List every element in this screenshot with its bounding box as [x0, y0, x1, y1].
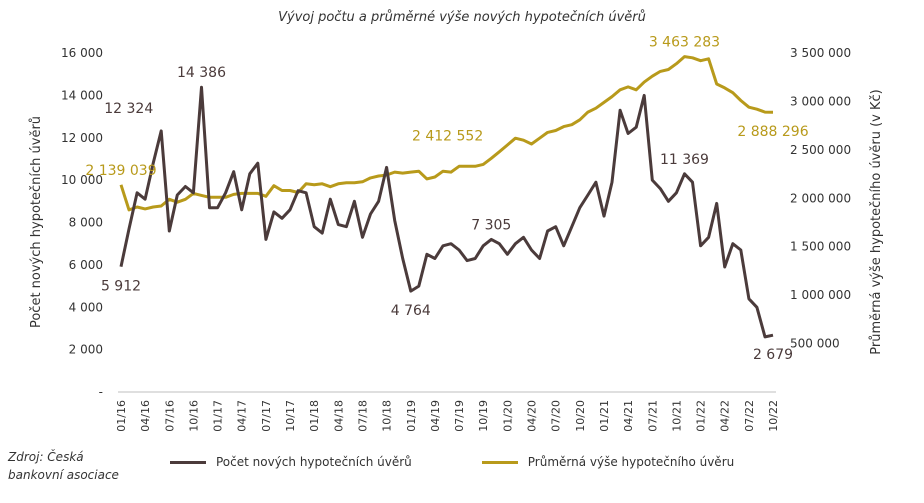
x-tick-label: 01/21: [598, 400, 611, 432]
y-right-tick-label: 3 500 000: [790, 46, 851, 60]
y-left-tick-label: 2 000: [69, 343, 103, 357]
y-right-tick-label: 2 000 000: [790, 191, 851, 205]
data-label: 14 386: [177, 65, 226, 81]
x-tick-label: 04/16: [139, 400, 152, 432]
x-tick-label: 04/20: [526, 400, 539, 432]
x-tick-label: 07/18: [356, 400, 369, 432]
x-tick-label: 10/20: [574, 400, 587, 432]
legend-item-count: Počet nových hypotečních úvěrů: [170, 455, 412, 469]
data-label: 2 888 296: [737, 124, 808, 140]
data-label: 12 324: [104, 101, 153, 117]
y-left-tick-label: 14 000: [61, 88, 103, 102]
x-tick-label: 04/22: [719, 400, 732, 432]
y-left-tick-label: 16 000: [61, 46, 103, 60]
y-left-tick-label: 8 000: [69, 216, 103, 230]
x-tick-label: 10/17: [284, 400, 297, 432]
x-tick-label: 10/19: [477, 400, 490, 432]
x-tick-label: 01/22: [695, 400, 708, 432]
x-tick-label: 10/16: [187, 400, 200, 432]
data-label: 11 369: [660, 152, 709, 168]
data-label: 5 912: [101, 279, 141, 295]
legend-label-count: Počet nových hypotečních úvěrů: [216, 455, 412, 469]
source-note: Zdroj: Česká bankovní asociace: [8, 448, 119, 484]
data-label: 2 679: [753, 347, 793, 363]
y-axis-right-label: Průměrná výše hypotečního úvěru (v Kč): [869, 89, 884, 354]
data-label: 3 463 283: [649, 35, 720, 51]
x-tick-label: 07/19: [453, 400, 466, 432]
data-label: 4 764: [391, 303, 431, 319]
x-tick-label: 04/19: [429, 400, 442, 432]
x-tick-label: 01/19: [405, 400, 418, 432]
source-line-1: Zdroj: Česká: [8, 450, 84, 464]
x-tick-label: 04/18: [332, 400, 345, 432]
x-tick-label: 07/17: [260, 400, 273, 432]
x-tick-label: 10/21: [670, 400, 683, 432]
y-right-tick-label: 500 000: [790, 337, 840, 351]
x-tick-label: 01/18: [308, 400, 321, 432]
legend: Počet nových hypotečních úvěrů Průměrná …: [170, 455, 734, 469]
y-left-tick-label: 12 000: [61, 131, 103, 145]
x-tick-label: 07/20: [550, 400, 563, 432]
source-line-2: bankovní asociace: [8, 468, 119, 482]
legend-swatch-count: [170, 460, 206, 464]
x-tick-label: 04/21: [622, 400, 635, 432]
x-tick-label: 01/17: [212, 400, 225, 432]
legend-item-avg: Průměrná výše hypotečního úvěru: [481, 455, 735, 469]
legend-label-avg: Průměrná výše hypotečního úvěru: [527, 455, 735, 469]
y-left-tick-label: 4 000: [69, 300, 103, 314]
y-right-tick-label: 2 500 000: [790, 143, 851, 157]
y-right-tick-label: 1 500 000: [790, 240, 851, 254]
x-tick-label: 07/21: [646, 400, 659, 432]
legend-swatch-avg: [481, 460, 518, 464]
x-tick-label: 10/18: [381, 400, 394, 432]
y-left-tick-label: 10 000: [61, 173, 103, 187]
data-label: 2 412 552: [412, 128, 483, 144]
series-line-avg: [119, 55, 774, 212]
data-label: 7 305: [471, 217, 511, 233]
y-right-tick-label: 1 000 000: [790, 288, 851, 302]
x-tick-label: 01/16: [115, 400, 128, 432]
x-tick-label: 01/20: [501, 400, 514, 432]
x-tick-label: 04/17: [236, 400, 249, 432]
y-right-tick-label: 3 000 000: [790, 94, 851, 108]
data-label: 2 139 039: [85, 163, 156, 179]
chart-title: Vývoj počtu a průměrné výše nových hypot…: [278, 10, 646, 25]
y-left-tick-label: -: [99, 385, 103, 399]
series-line-count: [119, 85, 774, 339]
x-tick-label: 07/22: [743, 400, 756, 432]
x-tick-label: 10/22: [767, 400, 780, 432]
y-left-tick-label: 6 000: [69, 258, 103, 272]
y-axis-left-label: Počet nových hypotečních úvěrů: [29, 116, 44, 328]
x-tick-label: 07/16: [163, 400, 176, 432]
